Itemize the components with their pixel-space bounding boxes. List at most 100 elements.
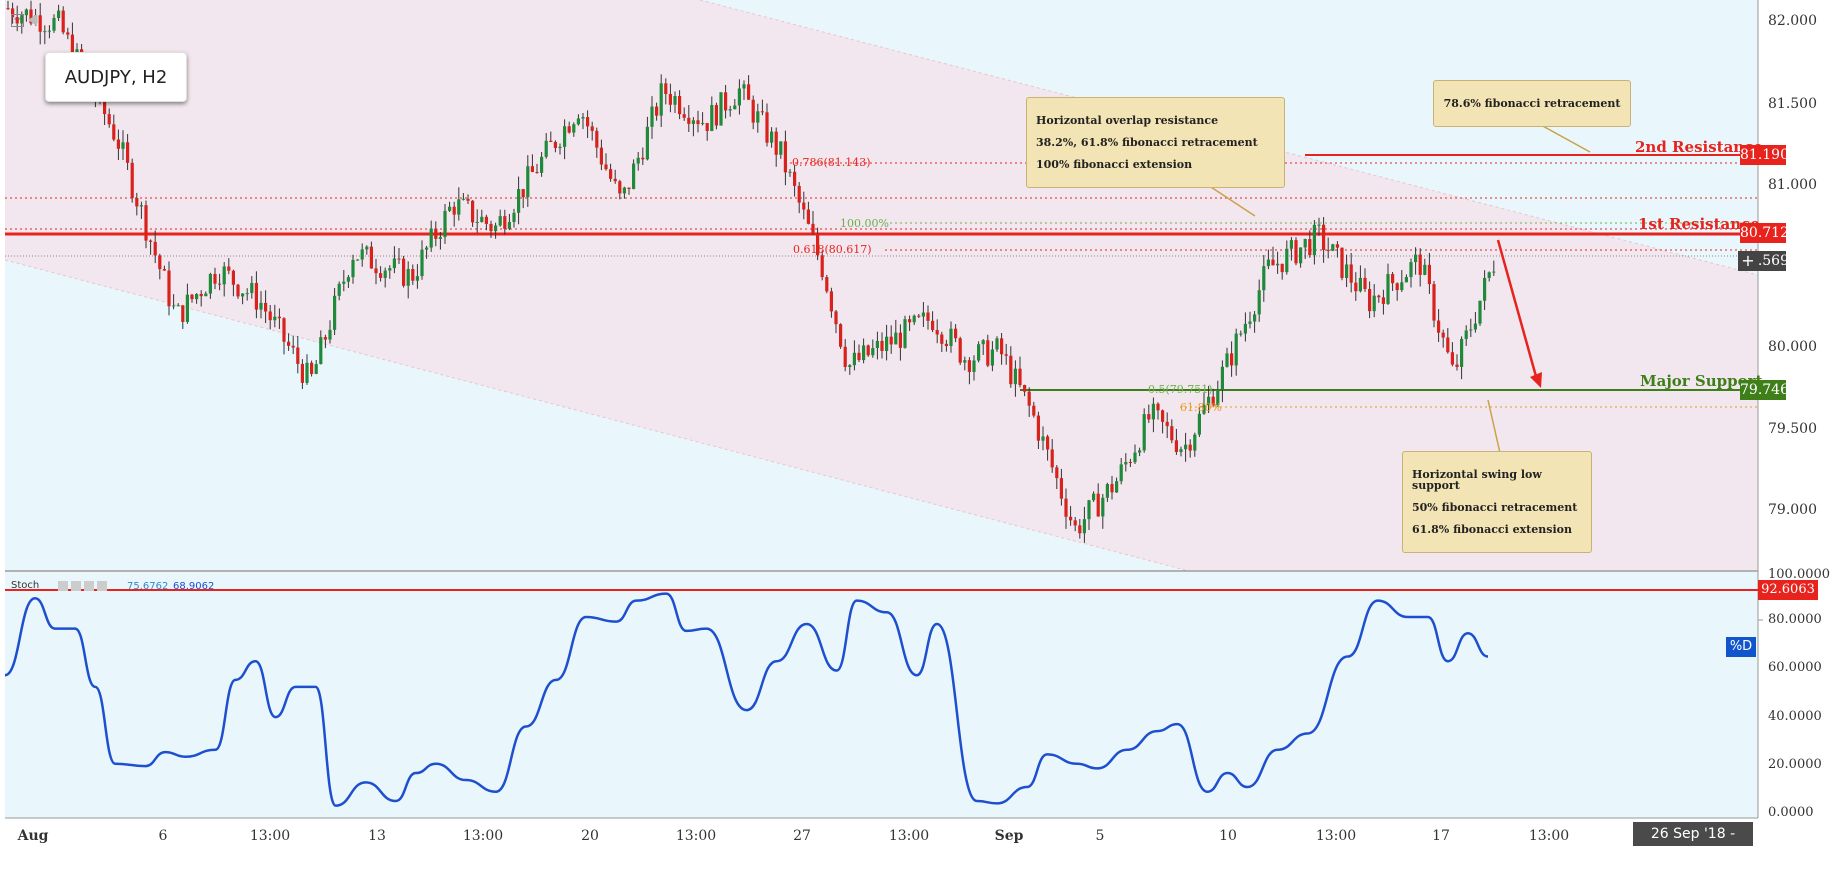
candle-body xyxy=(645,126,649,160)
eye-icon[interactable] xyxy=(58,581,68,591)
candle-body xyxy=(1308,239,1312,256)
projection-arrow xyxy=(1496,239,1539,381)
candle-body xyxy=(254,282,258,310)
more-icon[interactable] xyxy=(84,581,94,591)
fib-786-label: 0.786(81.143) xyxy=(792,156,871,169)
collapse-icon[interactable]: − xyxy=(11,14,24,27)
close-icon[interactable] xyxy=(97,581,107,591)
candle-body xyxy=(448,206,452,211)
candle-body xyxy=(1253,314,1257,322)
flag-icon[interactable] xyxy=(28,14,37,26)
candle-body xyxy=(793,171,797,186)
major-support-price: 79.746 xyxy=(1740,380,1789,400)
candle-body xyxy=(650,106,654,127)
candle-body xyxy=(724,92,728,111)
candle-body xyxy=(1432,284,1436,321)
candle-body xyxy=(912,315,916,323)
candle-body xyxy=(540,156,544,173)
candle-body xyxy=(489,223,493,232)
time-tick: 6 xyxy=(158,828,168,844)
candle-body xyxy=(1092,493,1096,501)
candle-body xyxy=(185,294,189,322)
candle-body xyxy=(921,312,925,317)
candle-body xyxy=(544,140,548,157)
candle-body xyxy=(1105,484,1109,498)
candle-body xyxy=(1262,266,1266,291)
candle-body xyxy=(641,157,645,160)
candle-body xyxy=(66,32,70,35)
candle-body xyxy=(1257,290,1261,315)
candle-body xyxy=(512,212,516,222)
candle-body xyxy=(38,15,42,32)
crosshair-plus-icon[interactable]: + xyxy=(1738,251,1758,271)
candle-body xyxy=(604,164,608,170)
candle-body xyxy=(268,311,272,321)
candle-body xyxy=(714,105,718,126)
candle-body xyxy=(811,223,815,234)
candle-body xyxy=(567,126,571,133)
candle-body xyxy=(328,329,332,340)
candle-body xyxy=(411,269,415,281)
candle-body xyxy=(222,266,226,285)
candle-body xyxy=(1460,338,1464,367)
candle-body xyxy=(392,258,396,269)
candle-body xyxy=(691,120,695,124)
candle-body xyxy=(24,9,28,16)
candle-body xyxy=(218,283,222,285)
candle-body xyxy=(181,305,185,322)
candle-body xyxy=(1128,461,1132,463)
candle-body xyxy=(737,88,741,106)
candle-body xyxy=(1289,240,1293,249)
gear-icon[interactable] xyxy=(71,581,81,591)
candle-body xyxy=(825,277,829,292)
candle-body xyxy=(609,169,613,179)
candle-body xyxy=(337,283,341,296)
channel-lower-line xyxy=(4,259,1186,571)
candle-body xyxy=(1004,354,1008,356)
candle-body xyxy=(517,189,521,213)
candle-body xyxy=(1174,440,1178,453)
candle-body xyxy=(1041,436,1045,441)
candle-body xyxy=(1000,338,1004,355)
candle-body xyxy=(981,340,985,345)
candle-body xyxy=(1423,264,1427,275)
candle-body xyxy=(595,130,599,148)
candle-body xyxy=(963,360,967,363)
candle-body xyxy=(236,284,240,297)
candle-body xyxy=(1147,414,1151,420)
candle-body xyxy=(415,276,419,281)
candle-body xyxy=(549,140,553,142)
candle-body xyxy=(917,315,921,317)
support-callout-pointer xyxy=(1487,399,1501,454)
candle-body xyxy=(728,109,732,111)
stoch-level-price: 92.6063 xyxy=(1758,580,1818,600)
stoch-pane-background xyxy=(5,572,1758,818)
candle-body xyxy=(475,221,479,223)
candle-body xyxy=(590,126,594,131)
candle-body xyxy=(1441,332,1445,338)
candle-body xyxy=(852,352,856,366)
candle-body xyxy=(898,332,902,348)
candle-body xyxy=(273,316,277,321)
candle-body xyxy=(144,205,148,241)
candle-body xyxy=(1464,330,1468,339)
candle-body xyxy=(1404,277,1408,283)
candle-body xyxy=(1248,321,1252,324)
candle-body xyxy=(135,198,139,207)
candle-body xyxy=(356,259,360,261)
descending-channel xyxy=(5,0,1758,570)
price-tick: 80.000 xyxy=(1768,339,1817,355)
candle-body xyxy=(1220,366,1224,390)
candle-body xyxy=(622,187,626,194)
candle-body xyxy=(457,199,461,215)
candle-body xyxy=(1358,277,1362,292)
stoch-settings-icons[interactable] xyxy=(58,581,114,591)
candle-body xyxy=(461,198,465,200)
candle-body xyxy=(1170,426,1174,441)
candle-body xyxy=(1184,444,1188,450)
candle-body xyxy=(894,332,898,345)
candle-body xyxy=(1032,405,1036,416)
candle-body xyxy=(310,362,314,374)
candle-body xyxy=(940,334,944,344)
candle-body xyxy=(935,330,939,335)
